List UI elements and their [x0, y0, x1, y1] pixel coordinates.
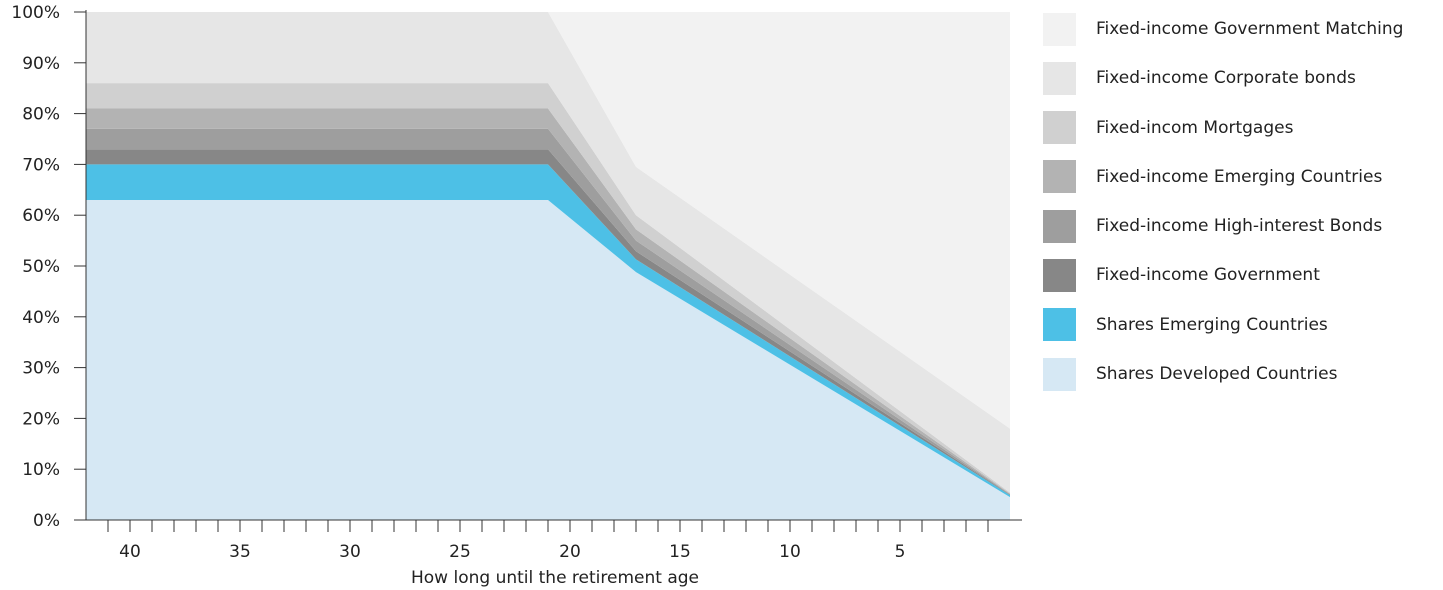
- legend-label: Fixed-income Government Matching: [1096, 19, 1404, 39]
- area-fixed-income-government-matching: [86, 12, 1010, 429]
- legend-item: Shares Developed Countries: [1043, 357, 1443, 391]
- y-tick-label: 10%: [22, 460, 60, 480]
- x-tick-label: 25: [449, 542, 471, 562]
- legend-item: Fixed-income Government Matching: [1043, 12, 1443, 46]
- area-shares-emerging-countries: [86, 164, 1010, 498]
- legend-swatch: [1043, 258, 1076, 292]
- y-tick-label: 90%: [22, 54, 60, 74]
- y-tick-label: 80%: [22, 105, 60, 125]
- y-tick-label: 100%: [11, 3, 60, 23]
- x-tick-label: 40: [119, 542, 141, 562]
- legend-item: Fixed-income High-interest Bonds: [1043, 209, 1443, 243]
- stacked-area-chart: 0% 10% 20% 30% 40% 50% 60% 70% 80% 90% 100% 40 35 30…: [11, 3, 1022, 588]
- legend-swatch: [1043, 308, 1076, 342]
- legend-swatch: [1043, 111, 1076, 145]
- x-tick-label: 20: [559, 542, 581, 562]
- legend-swatch: [1043, 160, 1076, 194]
- y-tick-label: 0%: [33, 511, 60, 531]
- x-tick-label: 35: [229, 542, 251, 562]
- legend-label: Fixed-income Government: [1096, 265, 1320, 286]
- legend-item: Fixed-incom Mortgages: [1043, 111, 1443, 145]
- x-tick-label: 30: [339, 542, 361, 562]
- legend-label: Shares Emerging Countries: [1096, 314, 1328, 335]
- x-tick-label: 5: [895, 542, 906, 562]
- legend-swatch: [1043, 61, 1076, 95]
- y-tick-label: 70%: [22, 155, 60, 175]
- legend-item: Fixed-income Emerging Countries: [1043, 160, 1443, 194]
- x-axis-ticks: 40 35 30 25 20 15 10 5: [107, 520, 989, 562]
- legend-swatch: [1043, 12, 1076, 46]
- y-axis-ticks: 0% 10% 20% 30% 40% 50% 60% 70% 80% 90% 100%: [11, 3, 86, 531]
- legend-label: Fixed-income Emerging Countries: [1096, 166, 1383, 187]
- y-tick-label: 50%: [22, 257, 60, 277]
- y-tick-label: 40%: [22, 308, 60, 328]
- legend-label: Shares Developed Countries: [1096, 364, 1338, 385]
- x-tick-label: 10: [779, 542, 801, 562]
- area-layers: [86, 12, 1010, 520]
- legend-swatch: [1043, 209, 1076, 243]
- legend-item: Fixed-income Corporate bonds: [1043, 61, 1443, 95]
- y-tick-label: 30%: [22, 359, 60, 379]
- legend-item: Shares Emerging Countries: [1043, 308, 1443, 342]
- y-tick-label: 60%: [22, 206, 60, 226]
- chart-legend: Fixed-income Government Matching Fixed-in…: [1043, 12, 1443, 406]
- y-tick-label: 20%: [22, 409, 60, 429]
- legend-item: Fixed-income Government: [1043, 258, 1443, 292]
- legend-label: Fixed-incom Mortgages: [1096, 117, 1294, 138]
- legend-label: Fixed-income Corporate bonds: [1096, 68, 1356, 89]
- legend-swatch: [1043, 357, 1076, 391]
- area-fixed-income-corporate-bonds: [86, 12, 1010, 493]
- x-axis-label: How long until the retirement age: [411, 568, 699, 588]
- legend-label: Fixed-income High-interest Bonds: [1096, 216, 1383, 237]
- x-tick-label: 15: [669, 542, 691, 562]
- area-shares-developed-countries: [86, 200, 1010, 520]
